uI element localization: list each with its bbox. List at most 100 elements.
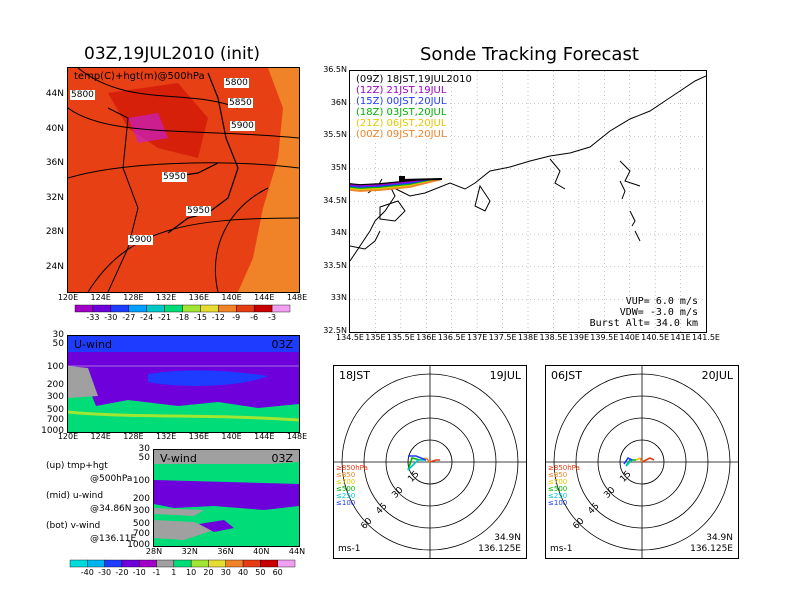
note-up-b: @500hPa bbox=[90, 474, 133, 484]
track-param-vup: VUP= 6.0 m/s bbox=[625, 296, 698, 307]
hodograph-1: 18JST 19JUL ms-1 34.9N 136.125E ≥850hPa ≤… bbox=[333, 365, 527, 559]
vwind-label: V-wind bbox=[160, 452, 197, 465]
colorbar-label: -21 bbox=[158, 313, 172, 322]
colorbar-label: -6 bbox=[250, 313, 259, 322]
hodo1-date: 19JUL bbox=[489, 369, 521, 382]
pressure-tick: 500 bbox=[132, 519, 150, 529]
lat-tick: 32.5N bbox=[323, 326, 347, 335]
lon-tick: 124E bbox=[90, 293, 111, 302]
hodo-ring bbox=[363, 395, 497, 529]
lon-tick: 135E bbox=[365, 333, 386, 342]
colorbar-swatch bbox=[242, 559, 261, 568]
hodograph-2: 06JST 20JUL ms-1 34.9N 136.125E ≥850hPa ≤… bbox=[545, 365, 739, 559]
colorbar-label: -9 bbox=[232, 313, 241, 322]
pressure-tick: 50 bbox=[52, 339, 64, 349]
contour-label: 5950 bbox=[186, 206, 211, 216]
lat-tick: 44N bbox=[45, 89, 64, 99]
hodo-level-label: ≤100 bbox=[548, 499, 568, 507]
map-500hpa-panel: temp(C)+hgt(m)@500hPa 5800 5800 5850 590… bbox=[67, 67, 300, 293]
lon-tick: 132E bbox=[155, 432, 177, 441]
lat-tick: 40N bbox=[253, 547, 270, 556]
colorbar-swatch bbox=[92, 304, 112, 313]
lon-tick: 134.5E bbox=[336, 333, 364, 342]
contour-label: 5900 bbox=[230, 121, 255, 131]
lat-tick: 24N bbox=[45, 261, 64, 272]
colorbar-label: 30 bbox=[220, 568, 231, 577]
lon-tick: 128E bbox=[123, 293, 144, 302]
track-map-svg bbox=[350, 71, 706, 332]
colorbar-label: -30 bbox=[98, 568, 112, 577]
hodo-ring bbox=[597, 417, 687, 507]
colorbar-swatch bbox=[200, 304, 219, 313]
hodo-ring bbox=[553, 373, 731, 551]
colorbar-swatch bbox=[277, 559, 296, 568]
uwind-time: 03Z bbox=[271, 338, 293, 351]
hodo1-unit: ms-1 bbox=[338, 544, 361, 554]
lon-tick: 120E bbox=[57, 432, 79, 441]
track-param-burst: Burst Alt= 34.0 km bbox=[589, 318, 698, 329]
track-legend-entry: (12Z) 21JST,19JUL bbox=[356, 85, 447, 96]
colorbar-label: 50 bbox=[255, 568, 266, 577]
pressure-tick: 100 bbox=[132, 476, 150, 486]
lon-tick: 148E bbox=[286, 432, 308, 441]
track-line bbox=[350, 178, 443, 192]
pressure-tick: 300 bbox=[46, 392, 64, 402]
colorbar-label: 1 bbox=[171, 568, 177, 577]
colorbar-swatch bbox=[225, 559, 244, 568]
lat-tick: 33.5N bbox=[323, 260, 347, 270]
contour-label: 5850 bbox=[228, 98, 253, 108]
colorbar-label: 40 bbox=[237, 568, 249, 577]
colorbar-label: 10 bbox=[186, 568, 197, 577]
hodo-level-label: ≤850 bbox=[548, 471, 568, 479]
note-up-a: (up) tmp+hgt bbox=[46, 461, 108, 471]
hodo-trace bbox=[407, 459, 426, 471]
pressure-tick: 1000 bbox=[41, 426, 64, 436]
lon-tick: 136E bbox=[188, 293, 210, 302]
pressure-tick: 50 bbox=[138, 453, 150, 463]
pressure-tick: 200 bbox=[132, 494, 150, 504]
hodo-trace bbox=[641, 457, 655, 463]
lon-tick: 132E bbox=[155, 293, 177, 302]
lat-tick: 34.5N bbox=[323, 195, 347, 205]
colorbar-swatch bbox=[104, 559, 123, 568]
contour-label: 5950 bbox=[162, 172, 187, 182]
hodograph-1-svg bbox=[334, 366, 526, 558]
lat-tick: 40N bbox=[45, 123, 64, 134]
colorbar-swatch bbox=[182, 304, 201, 313]
main-title: Sonde Tracking Forecast bbox=[420, 44, 639, 65]
pressure-tick: 300 bbox=[132, 506, 150, 516]
track-line bbox=[399, 178, 443, 181]
lat-tick: 35N bbox=[330, 162, 347, 172]
colorbar-label: -33 bbox=[86, 313, 100, 322]
vwind-panel: V-wind 03Z bbox=[153, 449, 300, 547]
hodo-ring bbox=[575, 395, 709, 529]
lon-tick: 144E bbox=[254, 293, 275, 302]
lon-tick: 128E bbox=[123, 432, 144, 441]
uwind-label: U-wind bbox=[74, 338, 113, 351]
lon-tick: 139.5E bbox=[590, 333, 619, 342]
colorbar-swatch bbox=[236, 304, 255, 313]
colorbar-swatch bbox=[139, 559, 157, 568]
left-title: 03Z,19JUL2010 (init) bbox=[84, 44, 261, 64]
pressure-tick: 30 bbox=[138, 444, 150, 454]
note-mid-a: (mid) u-wind bbox=[46, 491, 104, 501]
contour-label: 5900 bbox=[128, 235, 153, 245]
colorbar-swatch bbox=[146, 304, 165, 313]
hodo-ring bbox=[619, 439, 665, 485]
colorbar-swatch bbox=[260, 559, 278, 568]
pressure-tick: 700 bbox=[132, 529, 150, 539]
lon-tick: 139E bbox=[568, 333, 590, 342]
colorbar-swatch bbox=[156, 559, 175, 568]
track-legend-entry: (15Z) 00JST,20JUL bbox=[356, 96, 447, 107]
hodo-level-label: ≤100 bbox=[336, 499, 356, 507]
lon-tick: 140E bbox=[221, 432, 242, 441]
hodo-level-label: ≤700 bbox=[548, 478, 568, 486]
lon-tick: 136E bbox=[188, 432, 210, 441]
lon-tick: 138.5E bbox=[539, 333, 568, 342]
hodo-level-label: ≤250 bbox=[336, 492, 356, 500]
uwind-field bbox=[68, 336, 299, 432]
lat-tick: 35.5N bbox=[323, 130, 347, 140]
colorbar-label: 60 bbox=[272, 568, 283, 577]
uwind-panel: U-wind 03Z bbox=[67, 335, 300, 433]
lon-tick: 140E bbox=[619, 333, 640, 342]
